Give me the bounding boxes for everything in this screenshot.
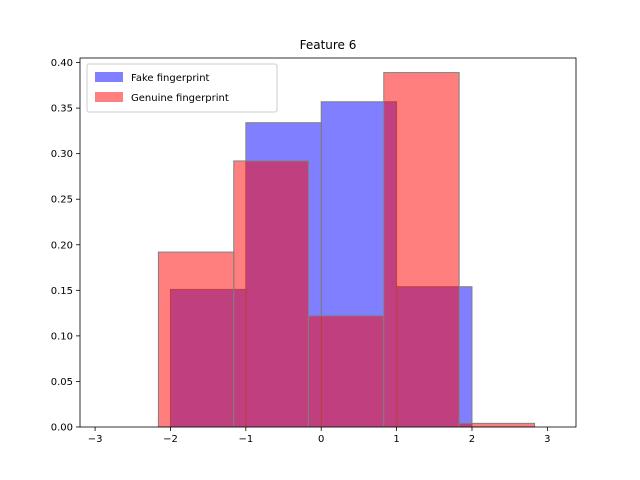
x-tick-label: 3 bbox=[544, 434, 550, 445]
y-axis: 0.00 0.05 0.10 0.15 0.20 0.25 0.30 0.35 0.40 bbox=[51, 58, 80, 434]
legend: Fake fingerprint Genuine fingerprint bbox=[86, 63, 278, 113]
bar-series-1-bin-3 bbox=[383, 72, 460, 428]
x-tick-label: 0 bbox=[318, 434, 324, 445]
y-tick-label: 0.15 bbox=[51, 286, 73, 297]
legend-label: Fake fingerprint bbox=[131, 73, 210, 84]
y-tick-label: 0.25 bbox=[51, 195, 73, 206]
legend-label: Genuine fingerprint bbox=[131, 93, 229, 104]
x-tick-label: 2 bbox=[469, 434, 475, 445]
x-tick-label: 1 bbox=[393, 434, 399, 445]
bar-series-1-bin-1 bbox=[233, 160, 309, 428]
y-tick-label: 0.20 bbox=[51, 240, 73, 251]
x-tick-label: −3 bbox=[88, 434, 103, 445]
x-axis: −3 −2 −1 0 1 2 3 bbox=[88, 427, 551, 445]
legend-box bbox=[86, 63, 278, 113]
y-tick-label: 0.40 bbox=[51, 58, 73, 69]
y-tick-label: 0.05 bbox=[51, 377, 73, 388]
bar-series-1-bin-2 bbox=[307, 315, 385, 428]
bars-layer bbox=[157, 72, 536, 428]
x-tick-label: −1 bbox=[238, 434, 253, 445]
legend-swatch bbox=[95, 92, 123, 102]
y-tick-label: 0.35 bbox=[51, 104, 73, 115]
y-tick-label: 0.30 bbox=[51, 149, 73, 160]
bar-series-1-bin-0 bbox=[157, 251, 235, 428]
y-tick-label: 0.00 bbox=[51, 423, 73, 434]
chart-title: Feature 6 bbox=[300, 38, 357, 52]
y-tick-label: 0.10 bbox=[51, 331, 73, 342]
x-tick-label: −2 bbox=[163, 434, 178, 445]
bar-series-1-bin-4 bbox=[458, 422, 536, 428]
legend-swatch bbox=[95, 72, 123, 82]
axes-frame bbox=[79, 57, 577, 428]
